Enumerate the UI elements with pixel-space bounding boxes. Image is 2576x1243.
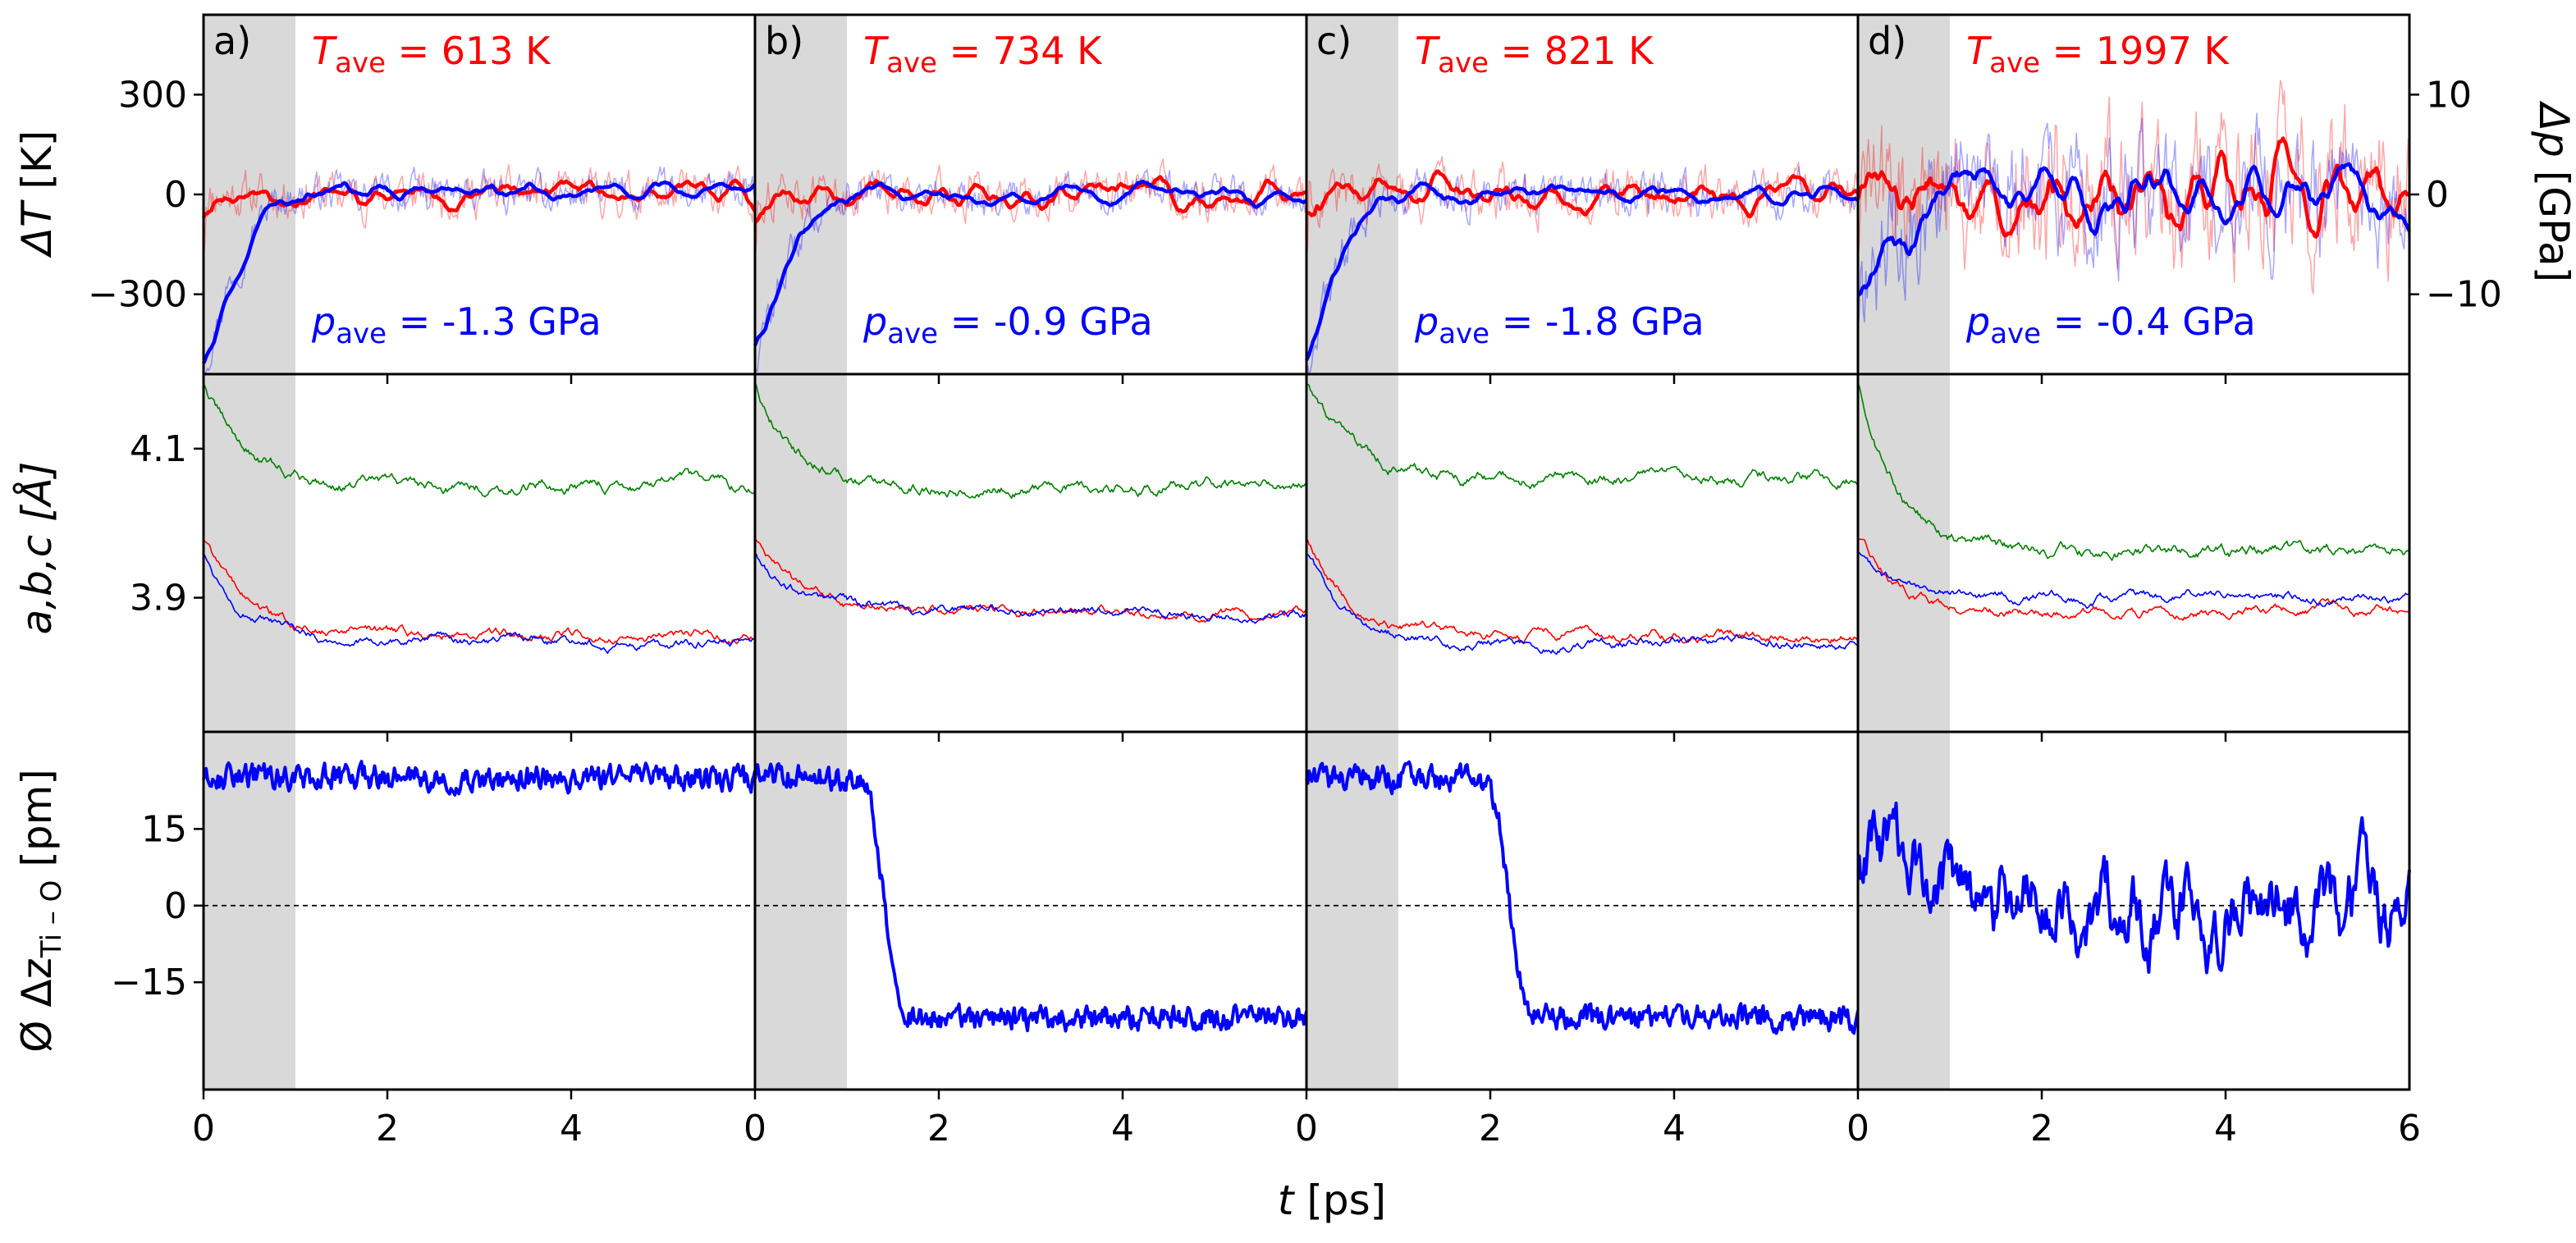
y-pressure-tick-label-0: 10	[2426, 74, 2472, 116]
panel-4-shade-row-2	[1858, 374, 1950, 732]
y-lattice-tick-label-0: 4.1	[130, 428, 187, 470]
y-label-displacement-prefix: Ø Δz	[13, 957, 61, 1053]
panel-4-lattice-c-line	[1857, 382, 2410, 561]
y-displacement-tick-label-2: −15	[111, 962, 187, 1003]
panel-2-lattice-b-line	[754, 552, 1307, 624]
panel-1-T-ave-annotation: Tave = 613 K	[312, 29, 551, 80]
panel-4-x-tick-label-0: 0	[1846, 1108, 1869, 1149]
panel-2-x-tick-label-4: 4	[1111, 1108, 1134, 1149]
panel-1-displacement-line	[202, 760, 757, 797]
y-temperature-tick-label-2: −300	[88, 274, 187, 316]
y-label-pressure-symbol: Δp	[2530, 100, 2576, 158]
panel-1-p-raw-line	[203, 166, 756, 375]
panel-4-label: d)	[1868, 19, 1906, 63]
panel-1-shade-row-3	[204, 732, 295, 1090]
panel-2-p-ave-annotation: pave = -0.9 GPa	[862, 299, 1153, 350]
panel-2-T-ave-annotation: Tave = 734 K	[863, 29, 1103, 80]
panel-3-lattice-c-line	[1306, 382, 1859, 491]
panel-2-label: b)	[765, 19, 803, 63]
panel-4-shade-row-1	[1858, 15, 1950, 374]
panel-3-x-tick-label-2: 2	[1479, 1108, 1502, 1149]
panel-3-x-tick-label-4: 4	[1663, 1108, 1686, 1149]
panel-2-T-smoothed-line	[754, 175, 1308, 224]
panel-1-lattice-c-line	[203, 382, 756, 498]
panel-3-T-smoothed-line	[1305, 169, 1859, 219]
panel-1-T-smoothed-line	[201, 178, 757, 219]
panel-2-displacement-line	[753, 762, 1308, 1033]
y-label-temperature-symbol: ΔT	[13, 199, 61, 258]
panel-1-p-smoothed-line	[201, 181, 757, 364]
y-temperature-tick-label-1: 0	[164, 174, 187, 216]
panel-2-shade-row-2	[755, 374, 847, 732]
y-label-displacement: Ø ΔzTi – O [pm]	[13, 769, 68, 1053]
y-temperature-tick-label-0: 300	[118, 74, 187, 116]
panel-3-shade-row-3	[1306, 732, 1398, 1090]
panel-3-lattice-a-line	[1306, 538, 1859, 644]
panel-3-T-ave-annotation: Tave = 821 K	[1415, 29, 1654, 80]
panel-1-x-tick-label-0: 0	[192, 1108, 215, 1149]
panel-1-x-tick-label-2: 2	[376, 1108, 399, 1149]
panel-3-lattice-b-line	[1306, 553, 1859, 656]
x-axis-label-unit: [ps]	[1306, 1177, 1386, 1224]
y-lattice-tick-label-1: 3.9	[130, 578, 187, 619]
panel-4-frame-row-3	[1856, 730, 2411, 1091]
panel-2-x-tick-label-2: 2	[927, 1108, 950, 1149]
panel-2-x-tick-label-0: 0	[744, 1108, 766, 1149]
panel-1-p-ave-annotation: pave = -1.3 GPa	[311, 299, 602, 350]
x-axis-label: t [ps]	[1278, 1177, 1386, 1224]
panel-3-shade-row-2	[1306, 374, 1398, 732]
y-label-displacement-sub: Ti – O	[35, 880, 68, 959]
panel-4-x-tick-label-2: 2	[2030, 1108, 2053, 1149]
y-label-temperature-unit: [K]	[13, 130, 61, 190]
y-pressure-tick-label-2: −10	[2426, 274, 2502, 316]
panel-1-shade-row-2	[204, 374, 295, 732]
panel-4-p-smoothed-line	[1856, 162, 2412, 297]
panel-1-lattice-b-line	[203, 553, 756, 655]
panel-3-x-tick-label-0: 0	[1295, 1108, 1318, 1149]
y-displacement-tick-label-0: 15	[141, 808, 187, 850]
panel-4-shade-row-3	[1858, 732, 1950, 1090]
panel-3-p-raw-line	[1306, 166, 1859, 374]
panel-4-lattice-b-line	[1857, 551, 2410, 610]
panel-1-x-tick-label-4: 4	[560, 1108, 583, 1149]
panel-3-p-smoothed-line	[1304, 181, 1860, 361]
panel-4-T-ave-annotation: Tave = 1997 K	[1966, 29, 2230, 80]
panel-2-lattice-c-line	[754, 382, 1307, 500]
y-displacement-tick-label-1: 0	[164, 885, 187, 927]
panel-3-label: c)	[1316, 19, 1352, 63]
y-label-lattice: a,b,c [Å]	[13, 462, 61, 635]
y-label-temperature: ΔT [K]	[13, 130, 61, 258]
panel-4-x-tick-label-6: 6	[2398, 1108, 2421, 1149]
label-layer: ΔT [K] Δp [GPa] a,b,c [Å] Ø ΔzTi – O [pm…	[13, 100, 2576, 1224]
panel-4-p-raw-line	[1857, 112, 2410, 333]
x-axis-label-symbol: t	[1278, 1177, 1296, 1224]
panel-4-displacement-line	[1856, 802, 2411, 975]
panel-2-p-smoothed-line	[753, 180, 1307, 346]
panel-3-displacement-line	[1305, 760, 1860, 1035]
plot-layer	[201, 15, 2412, 1090]
panel-4-p-ave-annotation: pave = -0.4 GPa	[1965, 299, 2256, 350]
y-label-displacement-unit: [pm]	[13, 769, 61, 866]
y-pressure-tick-label-1: 0	[2426, 174, 2449, 216]
panel-3-p-ave-annotation: pave = -1.8 GPa	[1414, 299, 1704, 350]
y-label-pressure: Δp [GPa]	[2530, 100, 2576, 282]
panel-4-x-tick-label-4: 4	[2214, 1108, 2237, 1149]
panel-1-label: a)	[213, 19, 251, 63]
y-label-pressure-unit: [GPa]	[2530, 171, 2576, 282]
frame-layer: a) Tave = 613 K pave = -1.3 GPa 0 2 4 b) Tave =…	[88, 13, 2502, 1149]
